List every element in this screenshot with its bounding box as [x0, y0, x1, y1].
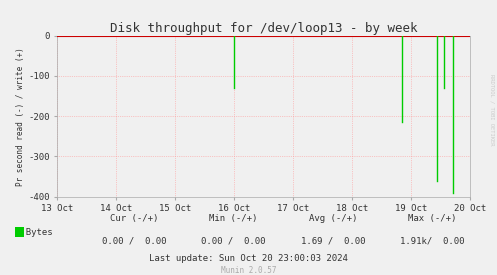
Text: Max (-/+): Max (-/+): [408, 214, 457, 223]
Title: Disk throughput for /dev/loop13 - by week: Disk throughput for /dev/loop13 - by wee…: [110, 21, 417, 35]
Text: RRDTOOL / TOBI OETIKER: RRDTOOL / TOBI OETIKER: [490, 74, 495, 146]
Text: Munin 2.0.57: Munin 2.0.57: [221, 266, 276, 275]
Text: 1.69 /  0.00: 1.69 / 0.00: [301, 236, 365, 245]
Text: 0.00 /  0.00: 0.00 / 0.00: [201, 236, 266, 245]
Text: 1.91k/  0.00: 1.91k/ 0.00: [400, 236, 465, 245]
Text: Last update: Sun Oct 20 23:00:03 2024: Last update: Sun Oct 20 23:00:03 2024: [149, 254, 348, 263]
Text: 0.00 /  0.00: 0.00 / 0.00: [102, 236, 166, 245]
Text: Min (-/+): Min (-/+): [209, 214, 258, 223]
Text: Bytes: Bytes: [15, 228, 53, 237]
Y-axis label: Pr second read (-) / write (+): Pr second read (-) / write (+): [16, 47, 25, 186]
Text: Avg (-/+): Avg (-/+): [309, 214, 357, 223]
Text: Cur (-/+): Cur (-/+): [110, 214, 159, 223]
